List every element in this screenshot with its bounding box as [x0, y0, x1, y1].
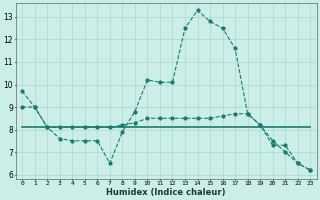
- X-axis label: Humidex (Indice chaleur): Humidex (Indice chaleur): [107, 188, 226, 197]
